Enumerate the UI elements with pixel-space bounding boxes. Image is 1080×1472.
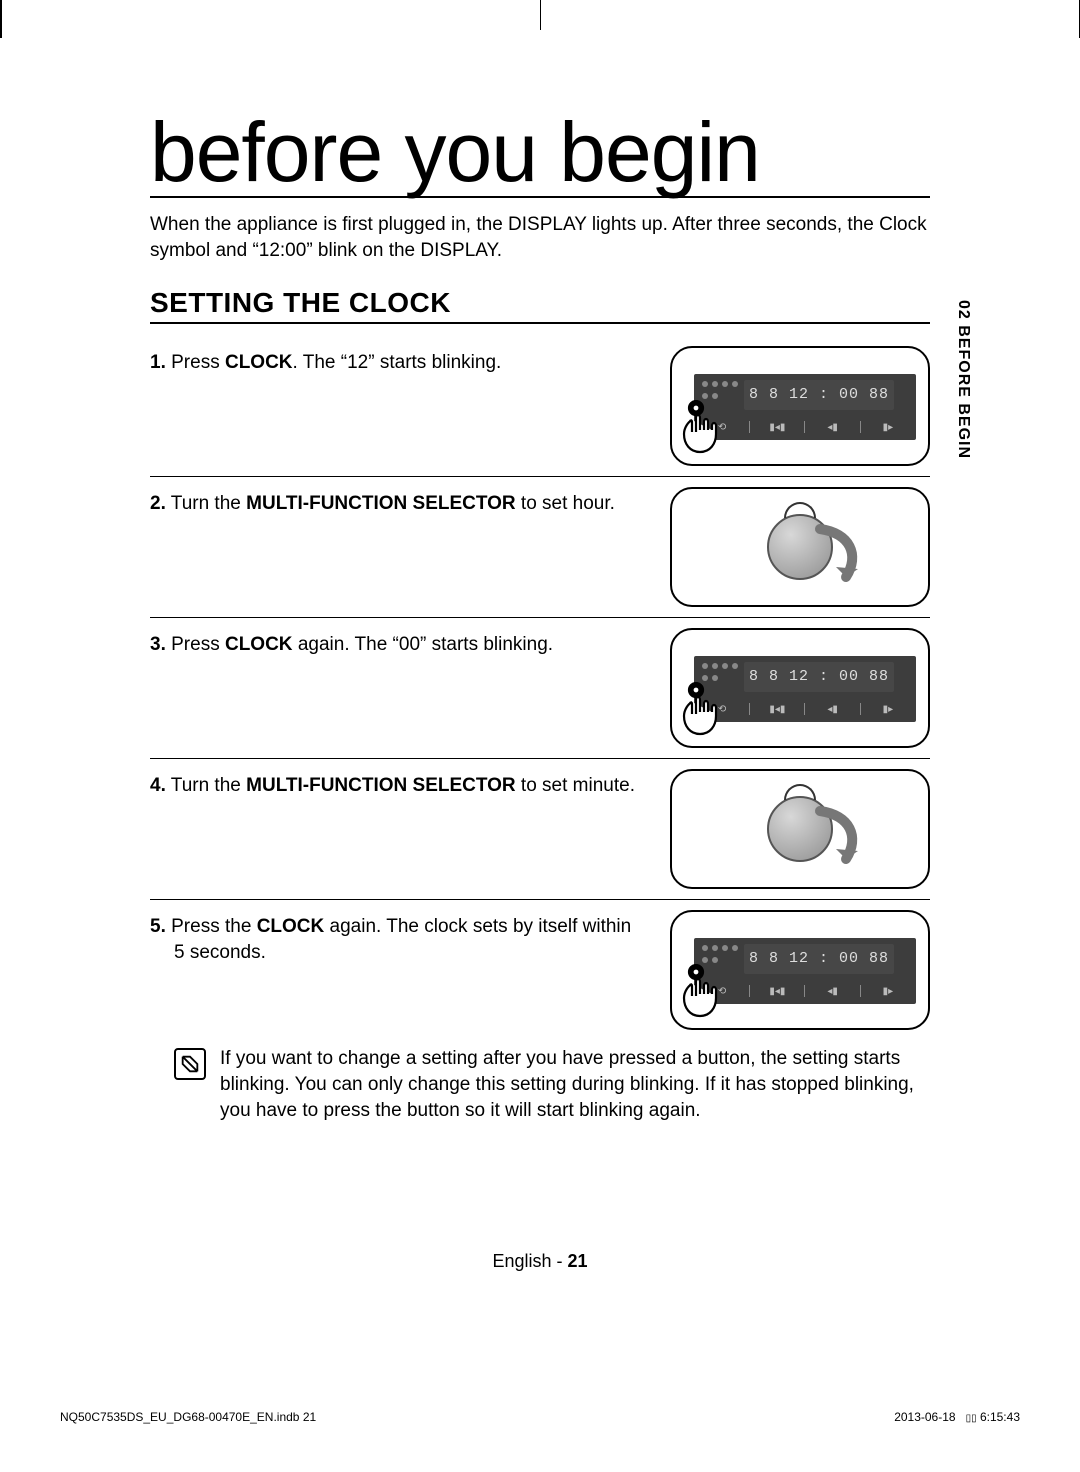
rotate-arrow-icon xyxy=(810,519,866,589)
display-readout: 8 8 12 : 00 88 xyxy=(744,662,894,692)
step-figure: 8 8 12 : 00 88⟲▮◂▮◂▮▮▸ xyxy=(670,628,930,748)
step-text: 2. Turn the MULTI-FUNCTION SELECTOR to s… xyxy=(150,487,642,517)
note-text: If you want to change a setting after yo… xyxy=(220,1046,930,1123)
intro-paragraph: When the appliance is first plugged in, … xyxy=(150,212,930,263)
step-figure: 8 8 12 : 00 88⟲▮◂▮◂▮▮▸ xyxy=(670,346,930,466)
step-row: 3. Press CLOCK again. The “00” starts bl… xyxy=(150,618,930,759)
note-block: If you want to change a setting after yo… xyxy=(150,1046,930,1123)
crop-marks xyxy=(0,0,1080,38)
step-figure xyxy=(670,487,930,607)
step-text: 4. Turn the MULTI-FUNCTION SELECTOR to s… xyxy=(150,769,642,799)
step-row: 2. Turn the MULTI-FUNCTION SELECTOR to s… xyxy=(150,477,930,618)
hand-pointer-icon xyxy=(678,682,724,740)
footer-bar: NQ50C7535DS_EU_DG68-00470E_EN.indb 21 20… xyxy=(60,1410,1020,1424)
note-icon xyxy=(174,1048,206,1080)
rotate-arrow-icon xyxy=(810,801,866,871)
section-heading: SETTING THE CLOCK xyxy=(150,287,930,324)
manual-page: before you begin When the appliance is f… xyxy=(0,0,1080,1472)
footer-filename: NQ50C7535DS_EU_DG68-00470E_EN.indb 21 xyxy=(60,1410,316,1424)
control-panel-illustration: 8 8 12 : 00 88⟲▮◂▮◂▮▮▸ xyxy=(670,628,930,748)
hand-pointer-icon xyxy=(678,964,724,1022)
step-text: 3. Press CLOCK again. The “00” starts bl… xyxy=(150,628,642,658)
control-panel-illustration: 8 8 12 : 00 88⟲▮◂▮◂▮▮▸ xyxy=(670,910,930,1030)
step-text: 5. Press the CLOCK again. The clock sets… xyxy=(150,910,642,965)
display-readout: 8 8 12 : 00 88 xyxy=(744,380,894,410)
footer-page-number: 21 xyxy=(568,1251,588,1271)
side-tab: 02 BEFORE BEGIN xyxy=(954,300,972,459)
steps-list: 1. Press CLOCK. The “12” starts blinking… xyxy=(150,336,930,1040)
step-row: 4. Turn the MULTI-FUNCTION SELECTOR to s… xyxy=(150,759,930,900)
step-row: 1. Press CLOCK. The “12” starts blinking… xyxy=(150,336,930,477)
display-readout: 8 8 12 : 00 88 xyxy=(744,944,894,974)
knob-illustration xyxy=(670,487,930,607)
knob-illustration xyxy=(670,769,930,889)
step-figure: 8 8 12 : 00 88⟲▮◂▮◂▮▮▸ xyxy=(670,910,930,1030)
footer-language: English - 21 xyxy=(0,1251,1080,1272)
step-figure xyxy=(670,769,930,889)
step-row: 5. Press the CLOCK again. The clock sets… xyxy=(150,900,930,1040)
footer-timestamp: 2013-06-18 ▯▯ 6:15:43 xyxy=(894,1410,1020,1424)
footer-lang-label: English - xyxy=(492,1251,567,1271)
hand-pointer-icon xyxy=(678,400,724,458)
page-title: before you begin xyxy=(150,110,930,198)
step-text: 1. Press CLOCK. The “12” starts blinking… xyxy=(150,346,642,376)
control-panel-illustration: 8 8 12 : 00 88⟲▮◂▮◂▮▮▸ xyxy=(670,346,930,466)
